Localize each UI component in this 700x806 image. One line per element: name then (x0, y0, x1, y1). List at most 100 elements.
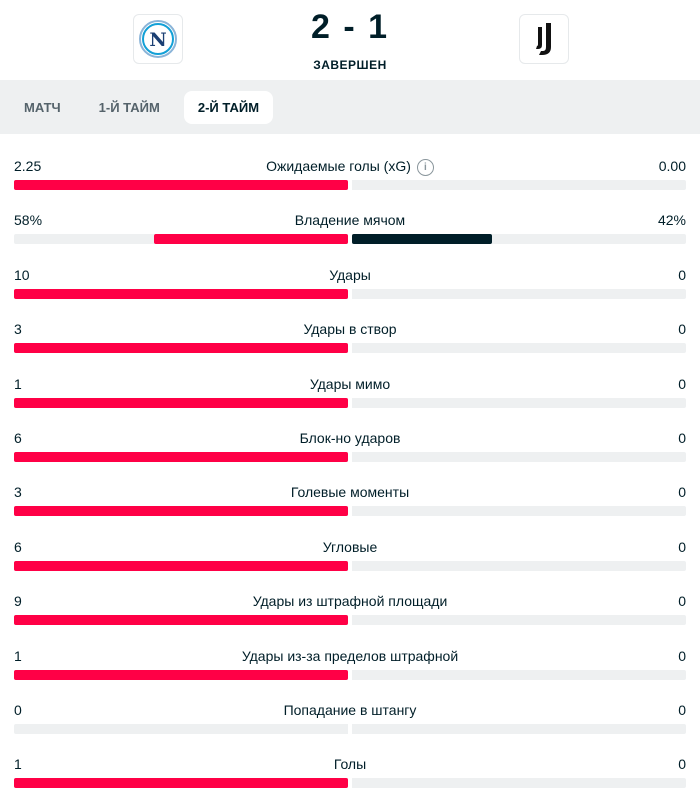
home-stat-bar-track (14, 452, 348, 462)
away-stat-value: 0 (678, 321, 686, 338)
away-stat-bar (352, 234, 493, 245)
home-stat-bar (14, 560, 348, 571)
napoli-logo-icon: N (139, 20, 177, 58)
home-stat-bar-track (14, 180, 348, 190)
stat-label-text: Попадание в штангу (283, 702, 417, 718)
home-stat-bar (14, 180, 348, 190)
stat-row: 0 Попадание в штангу 0 (0, 698, 700, 752)
home-stat-bar-track (14, 234, 348, 245)
info-icon[interactable]: i (416, 158, 434, 176)
home-stat-value: 10 (14, 266, 30, 283)
stat-row: 3 Голевые моменты 0 (0, 480, 700, 534)
home-stat-bar (14, 397, 348, 408)
tab-first-half[interactable]: 1-Й ТАЙМ (98, 99, 160, 115)
away-stat-value: 0 (678, 430, 686, 446)
stat-label-text: Голевые моменты (290, 484, 410, 501)
stat-label-text: Блок-но ударов (299, 430, 401, 446)
stat-label: Удары (0, 267, 700, 283)
stat-row: 58% Владение мячом 42% (0, 208, 700, 262)
stat-row: 1 Удары мимо 0 (0, 372, 700, 426)
stat-label: Удары в створ (0, 321, 700, 337)
away-team-logo[interactable] (519, 14, 569, 64)
stat-row: 6 Блок-но ударов 0 (0, 426, 700, 480)
juventus-logo-icon (536, 23, 551, 55)
home-stat-bar-track (14, 778, 348, 789)
away-stat-bar-track (352, 452, 686, 462)
stat-row: 2.25 Ожидаемые голы (xG) i 0.00 (0, 154, 700, 208)
stat-row: 10 Удары 0 (0, 263, 700, 317)
home-stat-bar-track (14, 506, 348, 517)
stat-label-text: Удары (329, 266, 371, 283)
away-stat-value: 0 (678, 647, 686, 664)
home-stat-bar (14, 452, 348, 462)
away-stat-bar-track (352, 669, 686, 680)
home-stat-value: 6 (14, 538, 22, 555)
stat-label: Голы (0, 756, 700, 772)
home-stat-bar (14, 343, 348, 354)
period-tabs: МАТЧ 1-Й ТАЙМ 2-Й ТАЙМ (0, 80, 700, 134)
home-stat-bar-track (14, 560, 348, 571)
away-stat-value: 0 (678, 593, 686, 610)
stat-row: 6 Угловые 0 (0, 535, 700, 589)
tab-match[interactable]: МАТЧ (24, 99, 61, 115)
away-stat-bar-track (352, 234, 686, 245)
stat-label: Угловые (0, 539, 700, 555)
home-stat-bar-track (14, 724, 348, 734)
home-stat-bar (14, 778, 348, 789)
stat-label: Владение мячом (0, 212, 700, 228)
stat-row: 1 Удары из-за пределов штрафной 0 (0, 644, 700, 698)
match-header: N 2 - 1 ЗАВЕРШЕН (0, 0, 700, 80)
away-stat-bar-track (352, 343, 686, 354)
home-stat-value: 0 (14, 702, 22, 718)
away-stat-value: 0 (678, 266, 686, 283)
home-stat-bar (154, 234, 348, 245)
home-stat-bar (14, 288, 348, 299)
home-stat-value: 3 (14, 484, 22, 501)
stat-row: 1 Голы 0 (0, 752, 700, 806)
match-score: 2 - 1 (310, 8, 390, 46)
away-stat-value: 0 (678, 484, 686, 501)
away-stat-bar-track (352, 288, 686, 299)
away-stat-bar-track (352, 180, 686, 190)
away-stat-value: 0 (678, 702, 686, 718)
home-stat-value: 3 (14, 321, 22, 338)
home-stat-bar-track (14, 397, 348, 408)
away-stat-bar-track (352, 778, 686, 789)
svg-text:N: N (149, 29, 166, 51)
home-stat-value: 2.25 (14, 158, 42, 174)
away-stat-value: 0 (678, 538, 686, 555)
stat-label: Ожидаемые голы (xG) i (0, 158, 700, 176)
stat-label-text: Удары из-за пределов штрафной (241, 647, 459, 664)
home-stat-value: 9 (14, 593, 22, 610)
home-stat-value: 58% (14, 212, 43, 229)
home-stat-bar (14, 615, 348, 626)
home-stat-value: 1 (14, 647, 22, 664)
home-stat-value: 6 (14, 430, 22, 446)
stat-label: Голевые моменты (0, 484, 700, 500)
stat-label: Удары из штрафной площади (0, 593, 700, 609)
stat-label-text: Удары из штрафной площади (252, 593, 448, 610)
stat-label-text: Владение мячом (294, 212, 406, 229)
home-stat-bar-track (14, 288, 348, 299)
home-stat-bar-track (14, 343, 348, 354)
away-stat-value: 0 (678, 375, 686, 392)
home-stat-value: 1 (14, 756, 22, 773)
stat-label: Удары из-за пределов штрафной (0, 648, 700, 664)
home-stat-bar-track (14, 615, 348, 626)
away-stat-value: 0.00 (658, 158, 686, 174)
away-stat-bar-track (352, 397, 686, 408)
home-team-logo[interactable]: N (133, 14, 183, 64)
stat-label-text: Удары мимо (309, 375, 391, 392)
away-stat-bar-track (352, 506, 686, 517)
home-stat-value: 1 (14, 375, 22, 392)
stat-label-text: Удары в створ (303, 321, 397, 338)
home-stat-bar-track (14, 669, 348, 680)
stat-label-text: Ожидаемые голы (xG) (266, 158, 411, 174)
stat-label: Попадание в штангу (0, 702, 700, 718)
away-stat-bar-track (352, 724, 686, 734)
stat-label: Удары мимо (0, 376, 700, 392)
stat-label-text: Угловые (322, 538, 378, 555)
away-stat-value: 0 (678, 756, 686, 773)
stat-row: 3 Удары в створ 0 (0, 317, 700, 371)
tab-second-half[interactable]: 2-Й ТАЙМ (183, 90, 274, 124)
